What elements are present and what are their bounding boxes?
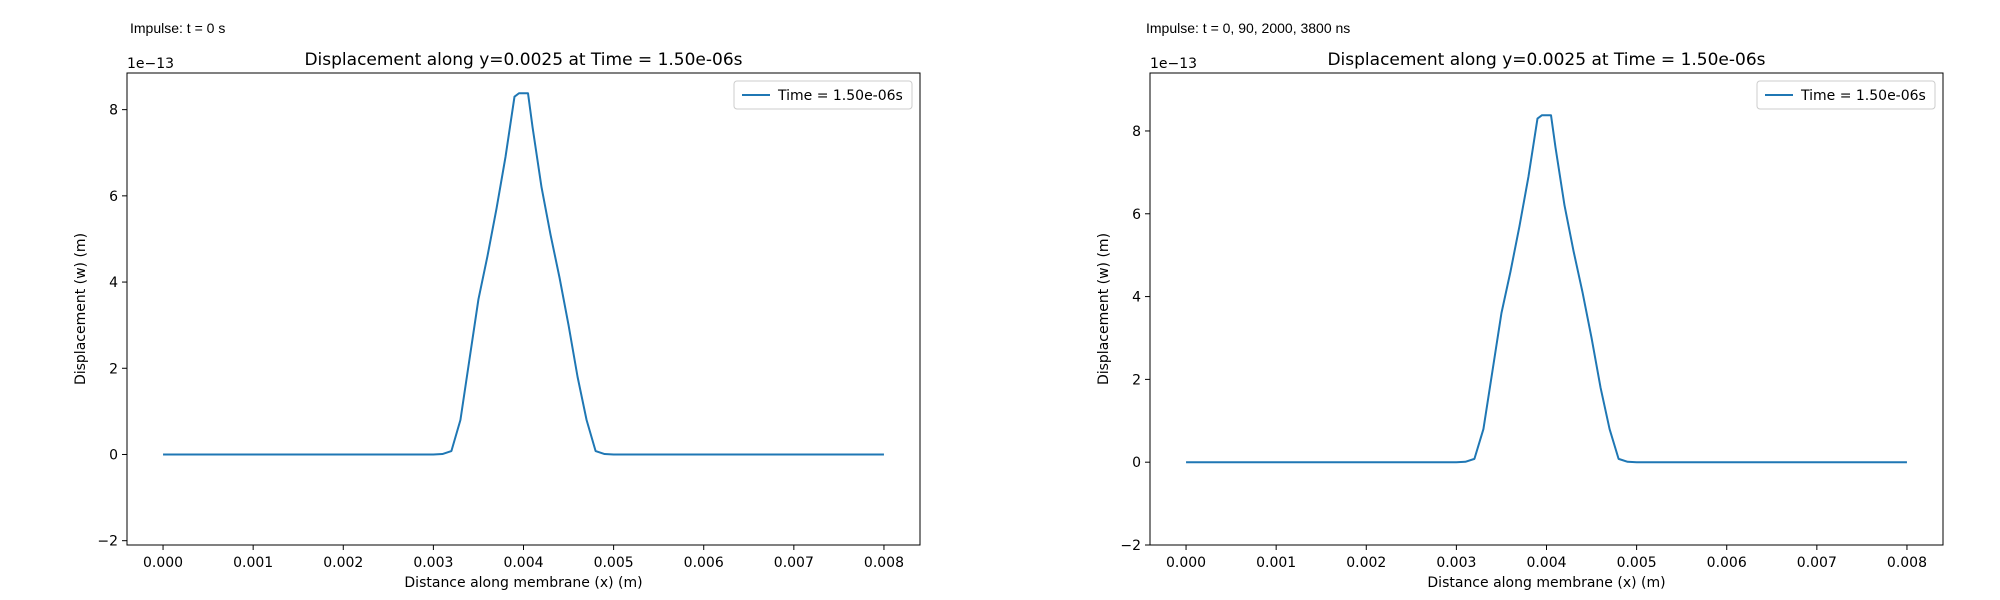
y-tick-label: 2 [1132, 372, 1141, 388]
x-tick-label: 0.003 [413, 555, 453, 571]
x-tick-label: 0.004 [1526, 555, 1566, 571]
x-tick-label: 0.001 [233, 555, 273, 571]
x-tick-label: 0.002 [323, 555, 363, 571]
x-tick-label: 0.001 [1256, 555, 1296, 571]
impulse-caption-right: Impulse: t = 0, 90, 2000, 3800 ns [1146, 20, 1351, 36]
impulse-caption-left: Impulse: t = 0 s [130, 20, 226, 36]
x-tick-label: 0.000 [1166, 555, 1206, 571]
y-tick-label: 8 [109, 103, 118, 119]
x-tick-label: 0.000 [143, 555, 183, 571]
y-tick-label: 0 [1132, 455, 1141, 471]
x-axis-label: Distance along membrane (x) (m) [1427, 575, 1665, 591]
y-tick-label: 6 [109, 189, 118, 205]
x-tick-label: 0.007 [774, 555, 814, 571]
chart-1: 0.000 0.001 0.002 0.003 0.004 0.005 0.006 0.007… [73, 50, 921, 591]
x-tick-label: 0.004 [503, 555, 543, 571]
x-tick-label: 0.005 [594, 555, 634, 571]
y-tick-label: 6 [1132, 207, 1141, 223]
x-tick-label: 0.002 [1346, 555, 1386, 571]
y-tick-label: 4 [1132, 290, 1141, 306]
series-line-1 [163, 92, 884, 456]
chart-title: Displacement along y=0.0025 at Time = 1.… [1327, 50, 1765, 70]
x-tick-label: 0.006 [684, 555, 724, 571]
axes-frame [126, 72, 921, 546]
chart-title: Displacement along y=0.0025 at Time = 1.… [304, 50, 742, 70]
chart-2: 0.000 0.001 0.002 0.003 0.004 0.005 0.006 0.007… [1096, 50, 1944, 591]
legend-entry: Time = 1.50e-06s [777, 88, 903, 104]
y-tick-label: 8 [1132, 124, 1141, 140]
x-tick-label: 0.003 [1436, 555, 1476, 571]
y-axis-label: Displacement (w) (m) [73, 233, 89, 385]
y-tick-label: 2 [109, 361, 118, 377]
x-tick-label: 0.007 [1797, 555, 1837, 571]
axes-frame [1149, 72, 1944, 546]
x-tick-label: 0.006 [1707, 555, 1747, 571]
series-line-1 [1186, 114, 1907, 464]
x-tick-label: 0.008 [1887, 555, 1927, 571]
legend-box [733, 80, 913, 110]
x-tick-label: 0.005 [1617, 555, 1657, 571]
y-tick-label: 0 [109, 447, 118, 463]
legend-box [1756, 80, 1936, 110]
x-tick-label: 0.008 [864, 555, 904, 571]
x-axis-label: Distance along membrane (x) (m) [404, 575, 642, 591]
y-tick-label: 4 [109, 275, 118, 291]
y-offset-text: 1e−13 [127, 56, 174, 72]
y-offset-text: 1e−13 [1150, 56, 1197, 72]
y-tick-label: −2 [97, 534, 118, 550]
legend-entry: Time = 1.50e-06s [1800, 88, 1926, 104]
y-axis-label: Displacement (w) (m) [1096, 233, 1112, 385]
y-tick-label: −2 [1120, 538, 1141, 554]
